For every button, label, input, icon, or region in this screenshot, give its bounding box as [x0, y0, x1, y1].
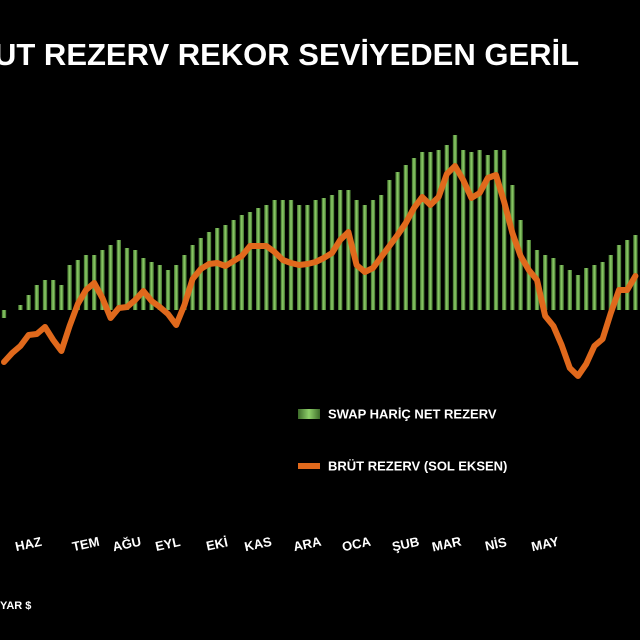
- unit-label: YAR $: [0, 600, 31, 612]
- bar: [420, 152, 425, 310]
- bar: [165, 270, 171, 310]
- bar: [411, 158, 417, 310]
- bar: [100, 250, 105, 310]
- bar: [67, 265, 72, 310]
- bar: [526, 240, 531, 310]
- bar: [256, 208, 261, 310]
- bar: [592, 265, 597, 310]
- bar: [215, 228, 220, 310]
- bar: [428, 152, 433, 310]
- bar: [231, 220, 236, 310]
- bar: [1, 310, 7, 318]
- bar: [239, 215, 244, 310]
- bar: [493, 150, 499, 310]
- legend-label: SWAP HARİÇ NET REZERV: [328, 406, 497, 421]
- bar: [288, 200, 294, 310]
- bar: [108, 245, 113, 310]
- bar: [362, 205, 367, 310]
- bar: [83, 255, 89, 310]
- chart-title: UT REZERV REKOR SEVİYEDEN GERİL: [0, 37, 579, 72]
- bar: [116, 240, 121, 310]
- x-tick-label: EYL: [154, 534, 182, 554]
- bar: [133, 250, 138, 310]
- bar: [157, 265, 162, 310]
- bar: [477, 150, 482, 310]
- bar: [436, 150, 441, 310]
- bar: [42, 280, 48, 310]
- bar: [59, 285, 64, 310]
- line: [1, 163, 639, 379]
- bar: [608, 255, 613, 310]
- bar: [543, 255, 548, 310]
- bar: [182, 255, 187, 310]
- x-tick-label: MAR: [431, 533, 464, 554]
- x-tick-label: OCA: [341, 533, 373, 554]
- bar: [75, 260, 80, 310]
- x-tick-label: TEM: [71, 534, 101, 554]
- bar: [452, 135, 458, 310]
- bar: [518, 220, 523, 310]
- bar: [584, 268, 589, 310]
- bar: [149, 262, 154, 310]
- bar: [559, 265, 564, 310]
- bar: [198, 238, 203, 310]
- bar: [469, 152, 474, 310]
- bar: [502, 150, 507, 310]
- bar: [575, 275, 581, 310]
- x-tick-label: NİS: [484, 534, 509, 553]
- bar: [403, 165, 408, 310]
- legend-swatch: [298, 409, 320, 419]
- bar: [633, 235, 638, 310]
- bar: [34, 285, 39, 310]
- bar: [247, 212, 253, 310]
- bar: [141, 258, 146, 310]
- bar: [297, 205, 302, 310]
- bar: [510, 185, 515, 310]
- bar: [26, 295, 31, 310]
- bar: [625, 240, 630, 310]
- x-tick-label: ARA: [292, 534, 323, 555]
- bar: [313, 200, 318, 310]
- bar: [485, 155, 490, 310]
- bar: [264, 205, 269, 310]
- bar: [51, 280, 56, 310]
- bar: [616, 245, 622, 310]
- bar: [567, 270, 572, 310]
- bar: [346, 190, 351, 310]
- bar: [124, 248, 130, 310]
- x-tick-label: MAY: [530, 534, 561, 554]
- x-tick-label: ŞUB: [391, 534, 421, 554]
- bar: [444, 145, 449, 310]
- bar: [305, 205, 310, 310]
- bar: [395, 172, 400, 310]
- bar: [370, 200, 376, 310]
- x-tick-label: AĞU: [111, 534, 142, 555]
- bar: [206, 232, 212, 310]
- x-tick-label: EKİ: [205, 534, 229, 553]
- bar: [280, 200, 285, 310]
- bar: [551, 258, 556, 310]
- bar: [321, 198, 326, 310]
- legend-label: BRÜT REZERV (SOL EKSEN): [328, 458, 507, 473]
- bar: [18, 305, 23, 310]
- bar: [461, 150, 466, 310]
- x-tick-label: KAS: [243, 534, 273, 554]
- bar: [174, 265, 179, 310]
- x-tick-label: HAZ: [14, 534, 43, 554]
- bar: [338, 190, 343, 310]
- bar: [600, 262, 605, 310]
